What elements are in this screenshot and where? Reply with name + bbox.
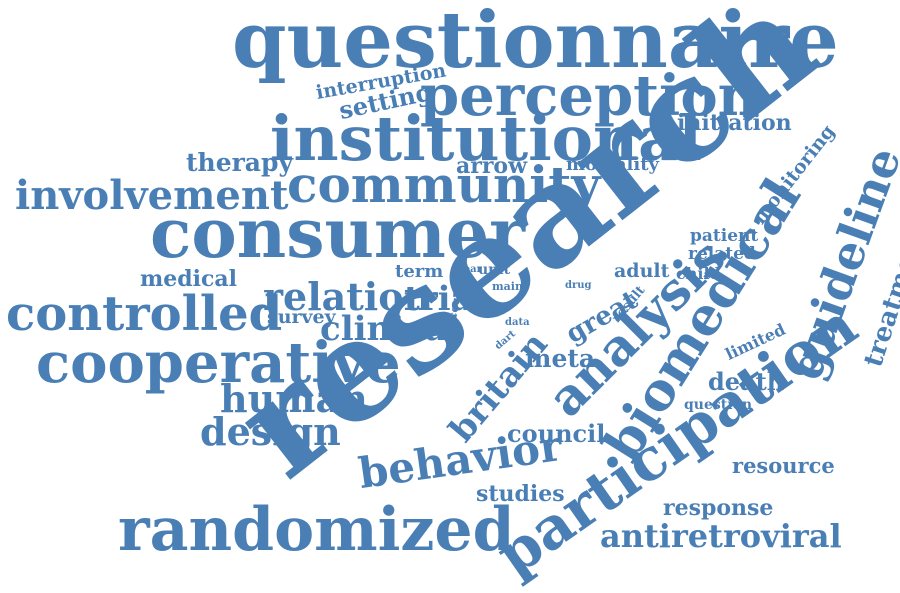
word-institutional: institutional [270,102,702,175]
word-design: design [200,409,341,454]
word-controlled: controlled [6,286,283,342]
word-unit: unit [478,262,511,278]
word-year: year [458,264,482,275]
word-relation: relation [263,274,432,319]
word-consumer: consumer [150,194,525,274]
word-studies: studies [476,481,565,507]
word-adult: adult [614,260,670,282]
word-related: related [688,244,756,264]
word-randomized: randomized [118,495,515,565]
word-mortality: mortality [566,154,659,175]
word-antiretroviral: antiretroviral [600,517,842,555]
word-medical: medical [140,266,238,292]
word-human: human [220,376,368,421]
word-term: term [395,261,444,282]
word-community: community [287,155,601,214]
word-cooperative: cooperative [36,330,401,396]
word-death: death [708,367,785,396]
word-question: question [684,397,753,413]
word-response: response [663,495,774,521]
word-involvement: involvement [15,172,289,219]
word-arrow: arrow [456,153,528,179]
word-data: data [505,317,530,328]
word-council: council [507,419,606,448]
word-child: child [676,264,721,283]
word-survey: survey [267,306,336,328]
word-trial: trial [404,279,486,319]
word-perception: perception [420,63,759,129]
word-resource: resource [732,453,835,478]
word-meta: meta [525,344,596,373]
word-questionnaire: questionnaire [232,0,839,86]
word-therapy: therapy [186,148,294,177]
word-initiation: initiation [677,110,792,136]
word-clinical: clinical [320,309,460,349]
word-drug: drug [565,280,592,291]
word-main: main [492,280,523,293]
word-patient: patient [690,226,759,246]
